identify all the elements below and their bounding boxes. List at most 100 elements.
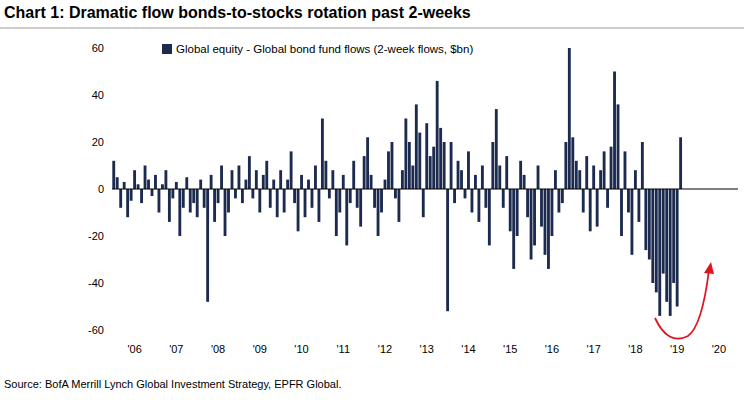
bar (644, 189, 647, 250)
bar (262, 175, 265, 189)
bar (453, 189, 456, 203)
bar (457, 161, 460, 189)
x-tick-label: '09 (253, 343, 267, 355)
bar (665, 189, 668, 302)
bar (526, 189, 529, 217)
bar (662, 189, 665, 274)
bar (613, 72, 616, 190)
bar (370, 175, 373, 189)
bar (523, 175, 526, 189)
bar (634, 170, 637, 189)
bar (432, 147, 435, 189)
bar (297, 189, 300, 231)
bar (231, 170, 234, 189)
y-tick (106, 283, 110, 284)
bar (596, 189, 599, 227)
bar (342, 175, 345, 189)
bar (422, 189, 425, 217)
bar (130, 189, 133, 201)
bar (248, 156, 251, 189)
bar (171, 189, 174, 198)
y-tick-label: 40 (92, 89, 104, 101)
bar (477, 189, 480, 222)
y-tick (106, 142, 110, 143)
y-tick (106, 48, 110, 49)
bar (283, 189, 286, 213)
bar (227, 189, 230, 213)
bar (126, 189, 129, 217)
bar (356, 189, 359, 208)
arrow (655, 270, 709, 339)
bar (192, 189, 195, 203)
bar (112, 161, 115, 189)
bar (158, 189, 161, 213)
bar (648, 189, 651, 260)
bar (300, 175, 303, 189)
bar (286, 180, 289, 189)
x-tick-label: '10 (294, 343, 308, 355)
bar (304, 189, 307, 217)
x-tick-label: '08 (211, 343, 225, 355)
x-tick-label: '07 (169, 343, 183, 355)
legend-swatch (162, 44, 172, 54)
bar (244, 180, 247, 189)
bar (272, 180, 275, 189)
bar (224, 189, 227, 236)
y-tick (106, 236, 110, 237)
bar (599, 170, 602, 189)
bar (206, 189, 209, 302)
bar (220, 166, 223, 190)
bar (345, 189, 348, 245)
bar (234, 189, 237, 198)
bar (241, 189, 244, 203)
bar (512, 189, 515, 269)
x-tick-label: '16 (545, 343, 559, 355)
x-tick-label: '14 (461, 343, 475, 355)
bar (439, 128, 442, 189)
bar (641, 142, 644, 189)
bar (384, 180, 387, 189)
bar (585, 156, 588, 189)
bar (568, 48, 571, 189)
bar (561, 189, 564, 203)
bar (404, 119, 407, 190)
bar (366, 137, 369, 189)
bar (331, 170, 334, 189)
bar (140, 189, 143, 203)
bar (349, 189, 352, 203)
bar (269, 189, 272, 208)
bar (144, 166, 147, 190)
x-tick-label: '13 (420, 343, 434, 355)
bar (352, 161, 355, 189)
bar (603, 151, 606, 189)
bar (196, 189, 199, 217)
bar (203, 189, 206, 208)
bar (610, 147, 613, 189)
y-tick-label: -60 (88, 324, 104, 336)
legend-label: Global equity - Global bond fund flows (… (176, 43, 473, 55)
bar (387, 151, 390, 189)
bar (544, 189, 547, 255)
x-tick-label: '19 (670, 343, 684, 355)
bar (509, 189, 512, 231)
bar (651, 189, 654, 283)
bar (624, 151, 627, 189)
bar (519, 161, 522, 189)
bar (408, 142, 411, 189)
bar (620, 189, 623, 236)
bar (217, 189, 220, 203)
bar (471, 189, 474, 213)
bar (669, 189, 672, 316)
bar (199, 180, 202, 189)
bar (161, 184, 164, 189)
y-tick-label: -40 (88, 277, 104, 289)
bar (425, 123, 428, 189)
bar (606, 189, 609, 208)
bar (589, 189, 592, 231)
bar (394, 189, 397, 198)
bar (328, 189, 331, 198)
bar (335, 189, 338, 236)
bar (154, 175, 157, 189)
bar (554, 170, 557, 189)
bar (495, 109, 498, 189)
